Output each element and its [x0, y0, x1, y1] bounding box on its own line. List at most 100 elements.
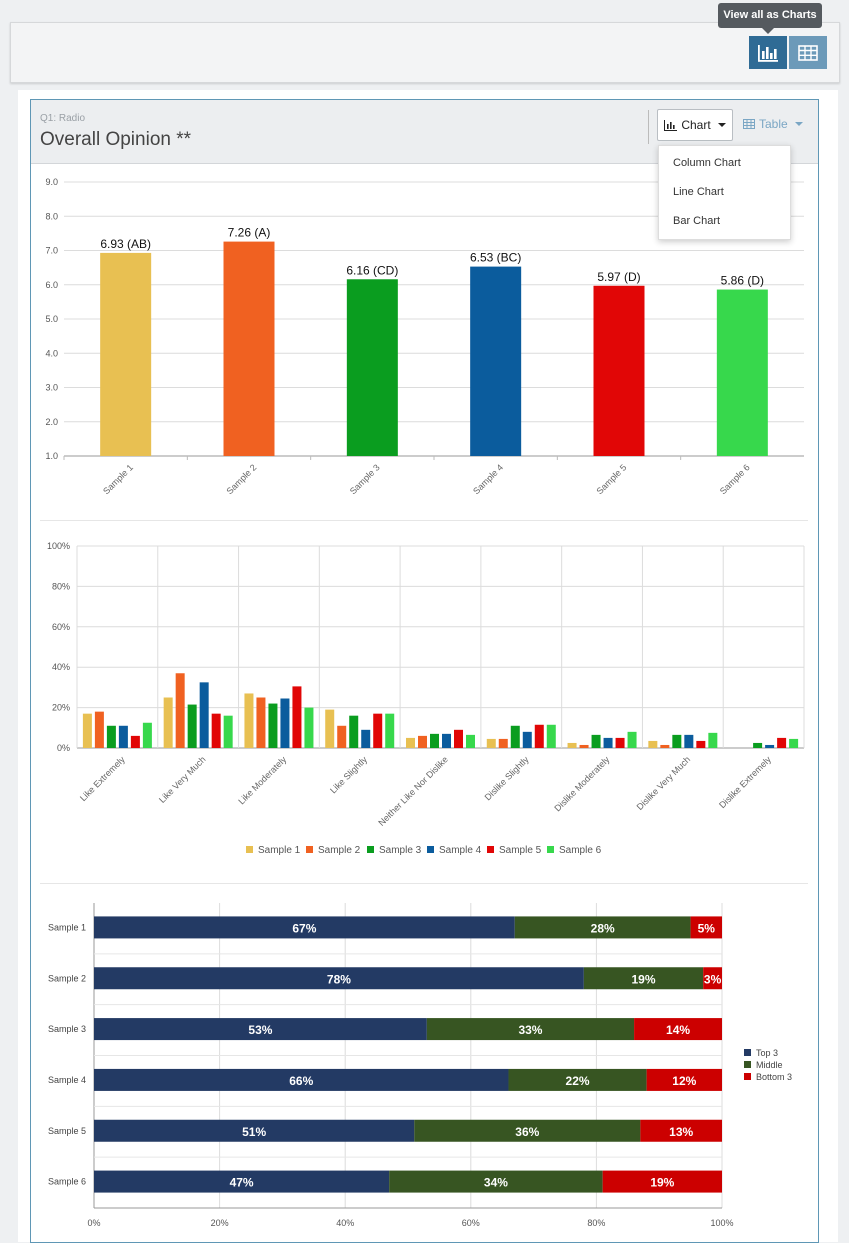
- y-tick-label: 7.0: [45, 246, 58, 256]
- y-tick-label: 4.0: [45, 348, 58, 358]
- data-label: 28%: [591, 921, 615, 935]
- x-tick-label: Sample 6: [718, 462, 752, 496]
- data-label: 5.97 (D): [597, 270, 640, 284]
- bar: [82, 713, 92, 748]
- view-all-tables-button[interactable]: [789, 36, 827, 69]
- bar: [304, 707, 314, 748]
- bar-segment: [514, 916, 691, 939]
- column-chart: 1.0 2.0 3.0 4.0 5.0 6.0 7.0 8.0 9.0 6.93 (AB) Samp…: [45, 177, 804, 496]
- bar: [648, 740, 658, 748]
- menu-item-column-chart[interactable]: Column Chart: [673, 157, 741, 169]
- bar-segment: [94, 1018, 427, 1041]
- x-tick-label: Sample 3: [348, 462, 382, 496]
- bar: [627, 731, 637, 748]
- y-tick-label: 8.0: [45, 211, 58, 221]
- x-tick-label: Dislike Very Much: [635, 754, 693, 812]
- y-tick-label: Sample 5: [48, 1126, 86, 1136]
- data-label: 14%: [666, 1023, 690, 1037]
- legend-label: Bottom 3: [756, 1072, 792, 1082]
- chart-type-menu: Column Chart Line Chart Bar Chart: [658, 145, 791, 240]
- data-label: 13%: [669, 1125, 693, 1139]
- bar: [337, 725, 347, 748]
- question-card: Q1: Radio Overall Opinion ** Chart Tabl: [30, 99, 819, 1243]
- bar: [163, 697, 173, 748]
- data-label: 22%: [566, 1074, 590, 1088]
- legend-label: Sample 6: [559, 845, 602, 856]
- bar: [510, 725, 520, 748]
- legend-label: Middle: [756, 1060, 783, 1070]
- legend-swatch: [246, 846, 253, 853]
- bar-segment: [640, 1119, 722, 1142]
- stacked-bar-chart: 0% 20% 40% 60% 80% 100% 67% 28% 5% Sample 1 78% 19%…: [48, 903, 792, 1228]
- y-tick-label: 60%: [52, 622, 70, 632]
- data-label: 34%: [484, 1176, 508, 1190]
- bar-segment: [414, 1119, 641, 1142]
- data-label: 6.53 (BC): [470, 251, 521, 265]
- bar: [244, 693, 254, 748]
- legend-swatch: [744, 1073, 751, 1080]
- x-tick-label: Dislike Slightly: [483, 754, 531, 802]
- y-tick-label: Sample 1: [48, 922, 86, 932]
- table-grid-icon: [798, 44, 818, 61]
- y-tick-label: Sample 4: [48, 1075, 86, 1085]
- bar-segment: [634, 1018, 722, 1041]
- x-tick-label: 80%: [587, 1218, 605, 1228]
- menu-item-bar-chart[interactable]: Bar Chart: [673, 215, 721, 227]
- legend-label: Sample 2: [318, 845, 361, 856]
- x-tick-label: Like Moderately: [236, 754, 288, 806]
- view-all-charts-button[interactable]: [749, 36, 787, 69]
- x-tick-label: Like Slightly: [328, 754, 369, 795]
- data-label: 47%: [230, 1176, 254, 1190]
- y-tick-label: 9.0: [45, 177, 58, 187]
- y-tick-label: 0%: [57, 743, 70, 753]
- bar: [546, 724, 556, 748]
- bar: [94, 711, 104, 748]
- x-tick-label: Sample 1: [101, 462, 135, 496]
- bar: [522, 731, 532, 748]
- y-tick-label: 80%: [52, 581, 70, 591]
- bar: [223, 715, 233, 748]
- bar: [187, 704, 197, 748]
- bar: [486, 738, 496, 748]
- bar: [292, 686, 302, 748]
- table-view-label: Table: [759, 117, 788, 131]
- chart-view-dropdown[interactable]: Chart: [657, 109, 733, 141]
- tooltip: View all as Charts: [718, 3, 822, 34]
- bar: [142, 722, 152, 748]
- table-view-dropdown[interactable]: Table: [743, 117, 803, 131]
- table-icon: [743, 119, 755, 129]
- legend-swatch: [744, 1049, 751, 1056]
- data-label: 67%: [292, 921, 316, 935]
- caret-down-icon: [794, 122, 803, 126]
- bar: [385, 713, 395, 748]
- bar: [753, 742, 763, 748]
- data-label: 3%: [704, 972, 722, 986]
- data-label: 19%: [650, 1176, 674, 1190]
- question-label: Q1: Radio: [40, 113, 86, 124]
- data-label: 12%: [672, 1074, 696, 1088]
- bar: [708, 732, 718, 748]
- bar: [118, 725, 128, 748]
- bar: [373, 713, 383, 748]
- x-tick-label: Sample 5: [594, 462, 628, 496]
- data-label: 33%: [518, 1023, 542, 1037]
- x-tick-label: Like Extremely: [78, 754, 127, 803]
- bar: [406, 737, 415, 748]
- bar: [361, 729, 371, 748]
- data-label: 5%: [698, 921, 716, 935]
- column-chart-icon: [758, 44, 778, 62]
- legend-label: Sample 1: [258, 845, 301, 856]
- bar: [466, 734, 475, 748]
- legend-label: Sample 5: [499, 845, 542, 856]
- x-tick-label: 0%: [87, 1218, 100, 1228]
- data-label: 7.26 (A): [228, 226, 271, 240]
- legend-swatch: [744, 1061, 751, 1068]
- bar: [579, 744, 589, 748]
- legend-label: Top 3: [756, 1048, 778, 1058]
- data-label: 6.16 (CD): [346, 263, 398, 277]
- menu-item-line-chart[interactable]: Line Chart: [673, 186, 724, 198]
- data-label: 6.93 (AB): [100, 237, 151, 251]
- y-tick-label: 5.0: [45, 314, 58, 324]
- data-label: 66%: [289, 1074, 313, 1088]
- y-tick-label: Sample 6: [48, 1177, 86, 1187]
